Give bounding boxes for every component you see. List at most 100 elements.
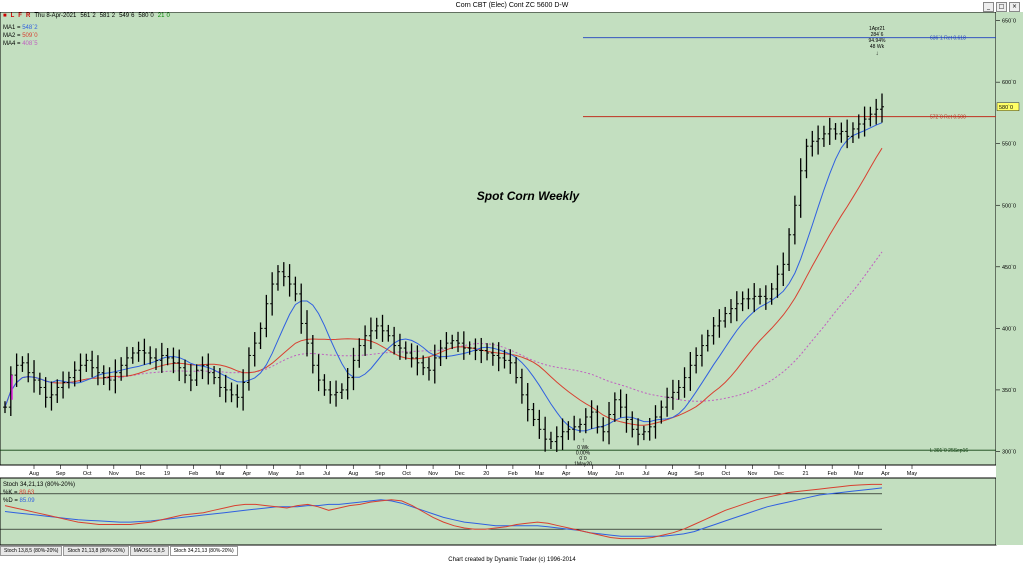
hline-label-0: 636`1 Ret 0.618 [930,36,966,42]
x-tick-label: May [588,471,599,477]
annotation-low-line: 0 Wk [577,445,589,451]
price-plot-area [0,11,997,466]
tab-stoch-21[interactable]: Stoch 21,13,8 (80%-20%) [63,546,129,556]
toolbar-bullet-icon: ■ [3,13,7,19]
y-tick-label: 450`0 [1002,265,1016,271]
x-tick-label: Apr [562,471,571,477]
x-tick-label: Jun [615,471,624,477]
toolbar-low: 549`6 [119,13,135,19]
x-tick-label: Apr [243,471,252,477]
x-tick-label: Aug [29,471,39,477]
ma4-line [4,251,883,408]
stoch-d-row: %D = 85.09 [3,497,75,505]
y-tick-label: 350`0 [1002,388,1016,394]
window-title: Corn CBT (Elec) Cont ZC 5600 D-W _ □ × [0,0,1024,12]
toolbar-f-button[interactable]: F [18,13,22,19]
stoch-plot-area [0,477,997,546]
ma1-line [4,122,883,432]
tab-maosc[interactable]: MAOSC 5,8,5 [129,546,169,556]
price-axis-area [996,12,1023,545]
x-tick-label: Aug [348,471,358,477]
x-tick-label: Mar [216,471,226,477]
stoch-d-value: 85.09 [19,498,35,504]
annotation-high-line: 94.94% [869,38,887,44]
stoch-k-value: 89.63 [19,490,35,496]
current-price-box [996,102,1020,111]
toolbar-high: 581`2 [99,13,116,19]
annotation-high-arrow: ↓ [876,51,879,57]
toolbar-open: 561`2 [80,13,96,19]
legend-ma2-value: 509`0 [22,33,38,39]
x-tick-label: Jun [296,471,305,477]
toolbar-date: Thu 8-Apr-2021 [34,13,77,19]
x-tick-label: Feb [189,471,198,477]
x-tick-label: 19 [164,471,170,477]
x-tick-label: Mar [854,471,864,477]
window-controls: _ □ × [983,2,1020,12]
chart-toolbar: ■ L F R Thu 8-Apr-2021 561`2 581`2 549`6… [3,13,170,19]
x-tick-label: Dec [455,471,465,477]
footer-credit: Chart created by Dynamic Trader (c) 1996… [0,556,1024,565]
chart-title: Spot Corn Weekly [477,189,581,203]
x-tick-label: Jul [323,471,330,477]
x-tick-label: May [268,471,279,477]
x-tick-label: Aug [668,471,678,477]
ma-legend: MA1 = 548`2 MA2 = 509`0 MA4 = 408`5 [3,24,38,48]
stoch-k-row: %K = 89.63 [3,489,75,497]
x-tick-label: Feb [508,471,517,477]
toolbar-l-button[interactable]: L [10,13,15,19]
y-tick-label: 500`0 [1002,203,1016,209]
stoch-k-line [4,483,882,540]
legend-ma4: MA4 = 408`5 [3,40,38,48]
x-tick-label: Sep [694,471,704,477]
annotation-high-line: 48 Wk [870,44,885,50]
x-tick-label: Nov [428,471,438,477]
stoch-legend: Stoch 34,21,13 (80%-20%) %K = 89.63 %D =… [3,481,75,505]
annotation-low-line: 1May20 [574,462,592,468]
x-tick-label: Feb [827,471,836,477]
x-tick-label: Nov [747,471,757,477]
legend-ma4-label: MA4 = [3,41,21,47]
annotation-low-arrow: ↑ [582,438,585,444]
tab-stoch-13[interactable]: Stoch 13,8,5 (80%-20%) [0,546,63,556]
x-tick-label: Mar [535,471,545,477]
hline-label-1: 572`0 Ret 0.500 [930,115,966,121]
tab-stoch-34[interactable]: Stoch 34,21,13 (80%-20%) [169,546,238,556]
annotation-high-line: 1Apr21 [869,26,885,32]
maximize-button[interactable]: □ [996,2,1007,12]
legend-ma2: MA2 = 509`0 [3,32,38,40]
y-tick-label: 600`0 [1002,80,1016,86]
stoch-k-label: %K = [3,490,18,496]
x-tick-label: Apr [881,471,890,477]
y-tick-label: 400`0 [1002,326,1016,332]
hline-label-2: L 301`0 25Sep16 [930,448,968,454]
x-tick-label: Oct [83,471,92,477]
indicator-tabs: Stoch 13,8,5 (80%-20%) Stoch 21,13,8 (80… [0,546,239,556]
ohlc-bars [3,93,884,452]
legend-ma1-value: 548`2 [22,25,38,31]
ma2-line [4,147,883,426]
window-title-text: Corn CBT (Elec) Cont ZC 5600 D-W [455,2,569,9]
legend-ma2-label: MA2 = [3,33,21,39]
x-tick-label: Oct [721,471,730,477]
x-tick-label: Nov [109,471,119,477]
x-tick-label: Sep [375,471,385,477]
x-tick-label: Dec [774,471,784,477]
y-tick-label: 650`0 [1002,19,1016,25]
toolbar-change: 21`0 [157,13,170,19]
legend-ma1-label: MA1 = [3,25,21,31]
toolbar-r-button[interactable]: R [25,13,31,19]
annotation-low-line: 0`0 [579,456,586,462]
legend-ma1: MA1 = 548`2 [3,24,38,32]
close-button[interactable]: × [1009,2,1020,12]
minimize-button[interactable]: _ [983,2,994,12]
x-tick-label: 20 [483,471,489,477]
current-price-label: 580`0 [999,105,1013,111]
annotation-low-line: 0.00% [576,451,591,457]
x-tick-label: Jul [642,471,649,477]
x-tick-label: Oct [402,471,411,477]
x-tick-label: Dec [136,471,146,477]
y-tick-label: 300`0 [1002,449,1016,455]
y-tick-label: 550`0 [1002,142,1016,148]
